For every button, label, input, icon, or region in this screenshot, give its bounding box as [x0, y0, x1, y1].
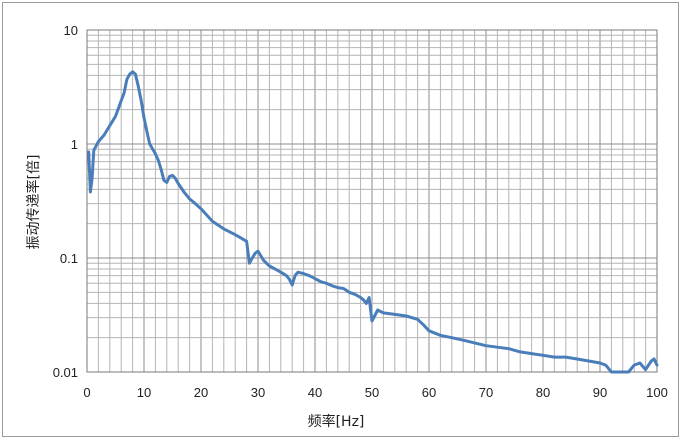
x-tick-label: 40: [308, 385, 322, 400]
plot-area-border: [86, 29, 658, 373]
plot-border: [86, 29, 658, 373]
x-tick-label: 10: [137, 385, 151, 400]
x-tick-label: 30: [251, 385, 265, 400]
y-axis-title: 振动传递率[倍]: [25, 155, 42, 250]
y-tick-label: 0.01: [53, 365, 78, 380]
y-tick-label: 1: [71, 137, 78, 152]
y-ticks: 0.01 0.1 1 10: [53, 23, 78, 380]
series-group: [87, 70, 659, 374]
x-axis-title: 频率[Hz]: [308, 413, 365, 430]
x-tick-label: 100: [646, 385, 668, 400]
x-tick-label: 90: [593, 385, 607, 400]
x-tick-label: 50: [365, 385, 379, 400]
y-tick-label: 0.1: [60, 251, 78, 266]
series-line-0: [87, 70, 659, 374]
x-tick-label: 70: [479, 385, 493, 400]
y-tick-label: 10: [64, 23, 78, 38]
x-ticks: 0 10 20 30 40 50 60 70 80 90 100: [83, 385, 667, 400]
x-tick-label: 0: [83, 385, 90, 400]
x-tick-label: 20: [194, 385, 208, 400]
x-tick-label: 80: [536, 385, 550, 400]
x-tick-label: 60: [422, 385, 436, 400]
